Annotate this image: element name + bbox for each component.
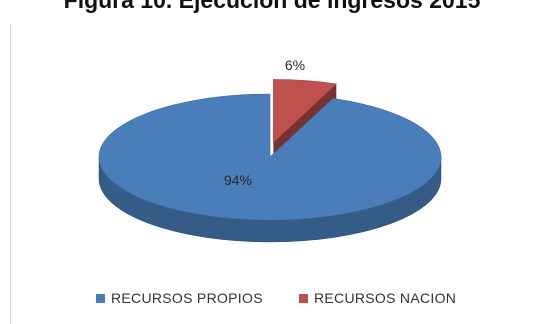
legend-swatch-recursos-nacion [299, 293, 308, 303]
legend-item-recursos-nacion: RECURSOS NACION [299, 290, 456, 306]
chart-title: Figura 10. Ejecución de ingresos 2015 [63, 0, 481, 13]
legend-label-recursos-propios: RECURSOS PROPIOS [111, 290, 263, 306]
pie-slice-recursos-nacion [273, 79, 337, 144]
legend: RECURSOS PROPIOS RECURSOS NACION [0, 290, 544, 310]
pie-slice-recursos-propios [98, 93, 442, 221]
chart-area [10, 24, 510, 324]
legend-item-recursos-propios: RECURSOS PROPIOS [96, 290, 263, 306]
data-label-recursos-propios: 94% [224, 172, 252, 188]
data-label-recursos-nacion: 6% [285, 57, 305, 73]
legend-swatch-recursos-propios [96, 293, 105, 303]
legend-label-recursos-nacion: RECURSOS NACION [314, 290, 457, 306]
